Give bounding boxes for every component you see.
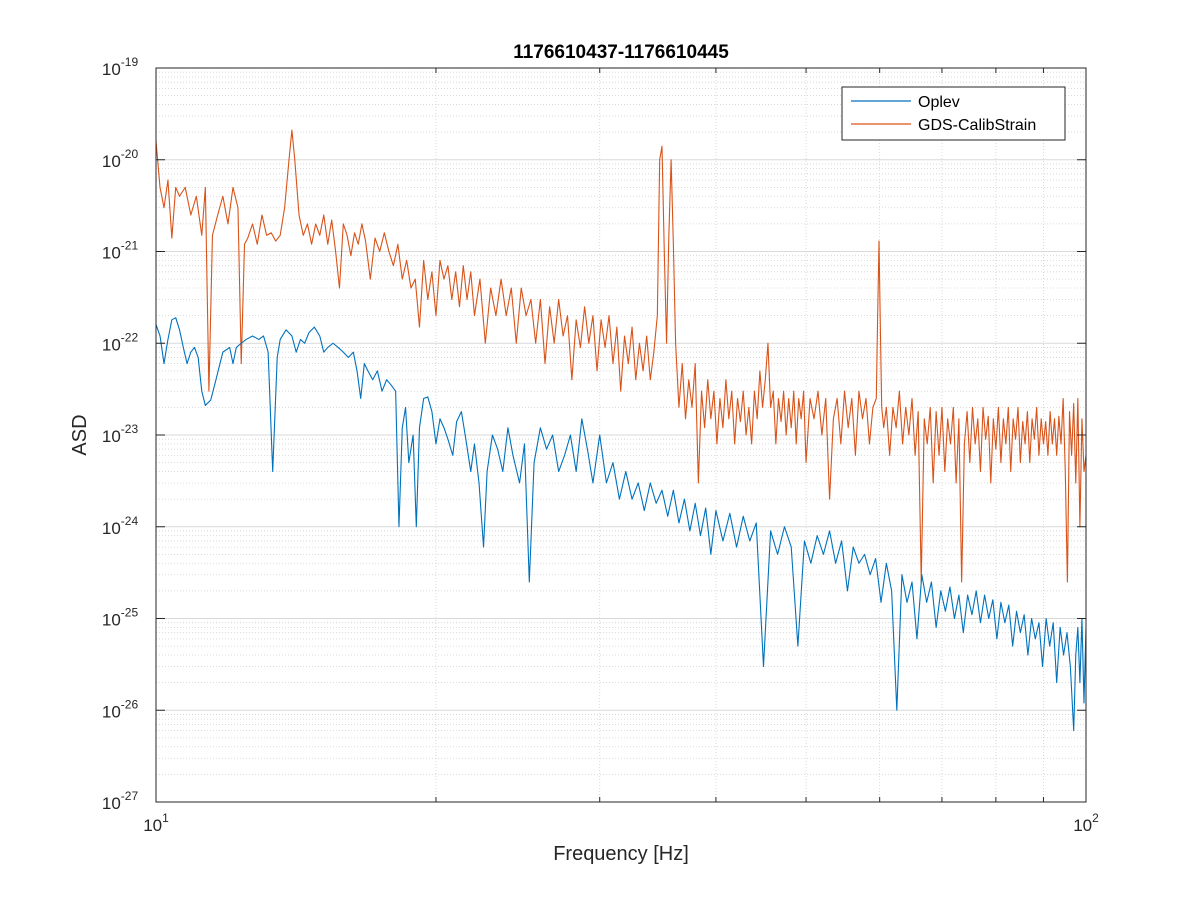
x-tick-labels: 101 102 bbox=[143, 811, 1099, 835]
series-line-oplev bbox=[155, 317, 1087, 732]
series-layer bbox=[155, 129, 1087, 732]
y-tick-label: 10-20 bbox=[102, 147, 139, 171]
x-tick-label: 102 bbox=[1073, 811, 1099, 835]
y-tick-label: 10-22 bbox=[102, 330, 139, 354]
minor-grid bbox=[156, 68, 1086, 802]
y-tick-label: 10-26 bbox=[102, 697, 139, 721]
y-tick-labels: 10-27 10-26 10-25 10-24 10-23 10-22 10-21 10-20… bbox=[102, 55, 139, 813]
y-tick-label: 10-27 bbox=[102, 789, 139, 813]
y-tick-label: 10-24 bbox=[102, 514, 139, 538]
y-tick-label: 10-21 bbox=[102, 239, 139, 263]
y-tick-label: 10-23 bbox=[102, 422, 139, 446]
legend: Oplev GDS-CalibStrain bbox=[841, 86, 1066, 141]
y-tick-label: 10-25 bbox=[102, 606, 139, 630]
y-axis-label: ASD bbox=[69, 414, 91, 455]
legend-box bbox=[841, 86, 1066, 141]
y-tick-label: 10-19 bbox=[102, 55, 139, 79]
x-axis-label: Frequency [Hz] bbox=[553, 843, 689, 865]
chart-title: 1176610437-1176610445 bbox=[513, 42, 729, 63]
legend-label-oplev: Oplev bbox=[918, 94, 960, 111]
legend-label-gds-calibstrain: GDS-CalibStrain bbox=[918, 117, 1036, 134]
series-line-gds-calibstrain bbox=[155, 129, 1087, 583]
x-tick-label: 101 bbox=[143, 811, 169, 835]
axis-ticks bbox=[155, 67, 1087, 803]
